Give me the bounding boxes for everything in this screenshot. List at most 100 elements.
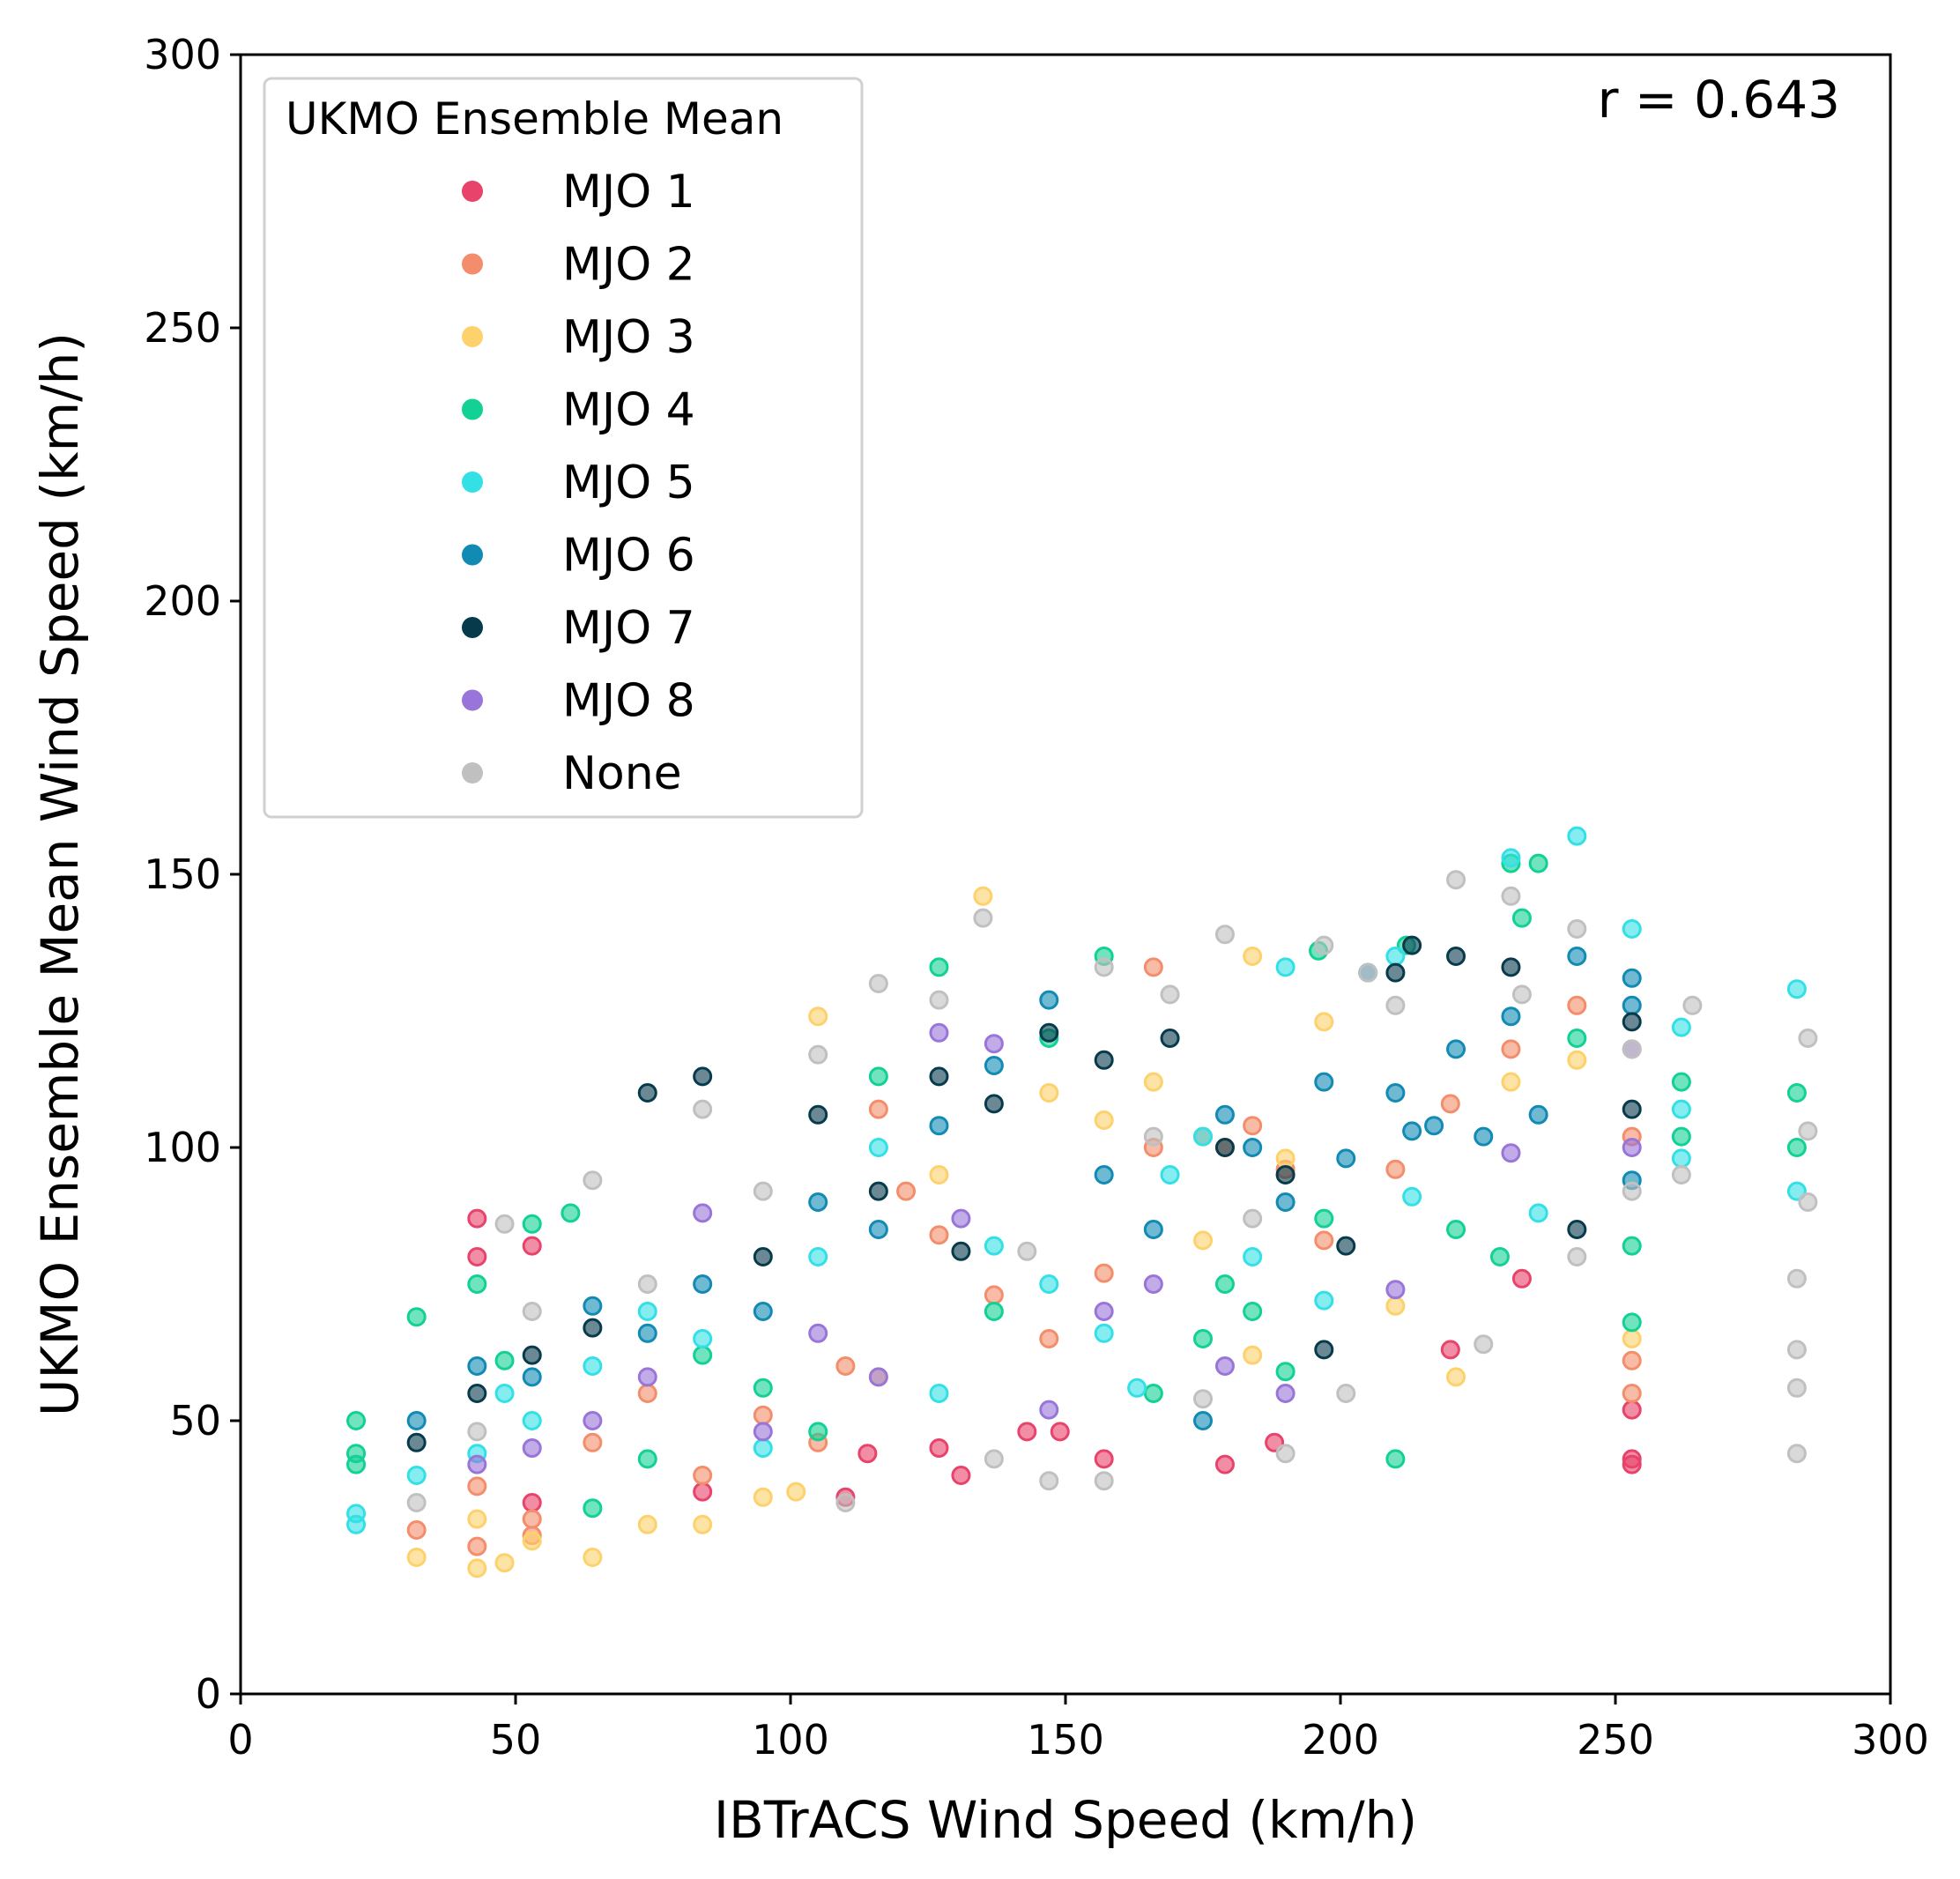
data-point — [1243, 1302, 1263, 1321]
data-point — [522, 1302, 542, 1321]
data-point — [494, 1553, 515, 1573]
data-point — [1786, 979, 1807, 999]
legend-marker — [462, 472, 483, 493]
data-point — [467, 1558, 487, 1578]
legend-marker — [462, 326, 483, 347]
data-point — [868, 1220, 888, 1239]
data-point — [467, 1247, 487, 1266]
data-point — [1446, 1039, 1466, 1059]
data-point — [1622, 1329, 1642, 1348]
x-axis-label: IBTrACS Wind Speed (km/h) — [714, 1790, 1417, 1850]
legend-entry-label: MJO 5 — [562, 457, 695, 509]
data-point — [984, 1056, 1004, 1075]
data-point — [1193, 1411, 1213, 1430]
data-point — [808, 1323, 828, 1343]
legend-entry-label: MJO 2 — [562, 239, 695, 292]
legend-marker — [462, 253, 483, 275]
data-point — [693, 1203, 713, 1223]
legend-marker — [462, 617, 483, 638]
points-layer — [346, 826, 1818, 1578]
data-point — [868, 1066, 888, 1087]
y-tick-label: 300 — [144, 31, 221, 78]
data-point — [1446, 947, 1466, 966]
data-point — [1275, 957, 1296, 977]
data-point — [858, 1444, 878, 1464]
data-point — [1314, 1290, 1334, 1311]
data-point — [1671, 1017, 1691, 1037]
data-point — [1336, 1236, 1356, 1256]
x-tick-label: 150 — [1027, 1716, 1104, 1764]
data-point — [808, 1192, 828, 1212]
data-point — [1402, 1121, 1422, 1141]
data-point — [1094, 1263, 1114, 1283]
data-point — [1786, 1083, 1807, 1103]
data-point — [1528, 1203, 1548, 1223]
data-point — [1127, 1378, 1147, 1398]
data-point — [637, 1514, 657, 1534]
data-point — [753, 1302, 773, 1321]
legend-entry-label: MJO 3 — [562, 311, 695, 364]
data-point — [929, 957, 949, 977]
data-point — [835, 1356, 856, 1376]
data-point — [1385, 1159, 1406, 1179]
data-point — [693, 1066, 713, 1087]
data-point — [1798, 1029, 1818, 1048]
y-tick-label: 100 — [144, 1124, 221, 1171]
data-point — [693, 1514, 713, 1534]
data-point — [984, 1285, 1004, 1305]
legend-entry-label: MJO 4 — [562, 384, 695, 437]
series-mjo-4 — [346, 853, 1807, 1519]
series-mjo-7 — [406, 935, 1642, 1452]
data-point — [346, 1514, 367, 1534]
data-point — [522, 1411, 542, 1430]
data-point — [1474, 1126, 1494, 1147]
data-point — [1039, 1329, 1059, 1348]
y-axis-ticks: 0 50 100 150 200 250 300 — [144, 31, 241, 1718]
data-point — [1094, 1165, 1114, 1185]
data-point — [1143, 957, 1163, 977]
data-point — [1143, 1220, 1163, 1239]
y-tick-label: 150 — [144, 850, 221, 898]
data-point — [1243, 1208, 1263, 1229]
data-point — [346, 1444, 367, 1464]
data-point — [1622, 1181, 1642, 1201]
data-point — [1786, 1378, 1807, 1398]
data-point — [1671, 1099, 1691, 1119]
data-point — [406, 1548, 427, 1567]
data-point — [1336, 1148, 1356, 1169]
data-point — [583, 1548, 603, 1567]
series-none — [406, 870, 1818, 1512]
data-point — [637, 1083, 657, 1103]
data-point — [583, 1498, 603, 1519]
data-point — [929, 1225, 949, 1245]
data-point — [1094, 1323, 1114, 1343]
data-point — [1314, 1012, 1334, 1032]
data-point — [1402, 935, 1422, 955]
data-point — [1314, 1340, 1334, 1360]
data-point — [1385, 995, 1406, 1015]
y-tick-label: 200 — [144, 577, 221, 625]
legend-marker — [462, 181, 483, 202]
data-point — [1160, 1165, 1180, 1185]
data-point — [1567, 1220, 1587, 1239]
legend-entry-label: MJO 6 — [562, 530, 695, 583]
data-point — [406, 1411, 427, 1430]
data-point — [637, 1274, 657, 1294]
data-point — [1314, 1208, 1334, 1229]
legend-marker — [462, 398, 483, 420]
data-point — [808, 1006, 828, 1027]
data-point — [1622, 1099, 1642, 1119]
data-point — [1017, 1241, 1037, 1261]
data-point — [1798, 1192, 1818, 1212]
data-point — [406, 1466, 427, 1485]
data-point — [1243, 1138, 1263, 1157]
data-point — [522, 1531, 542, 1551]
y-tick-label: 0 — [196, 1670, 221, 1718]
data-point — [1094, 1302, 1114, 1321]
data-point — [406, 1520, 427, 1540]
data-point — [808, 1247, 828, 1266]
data-point — [1160, 984, 1180, 1005]
data-point — [467, 1274, 487, 1294]
data-point — [1275, 1148, 1296, 1169]
